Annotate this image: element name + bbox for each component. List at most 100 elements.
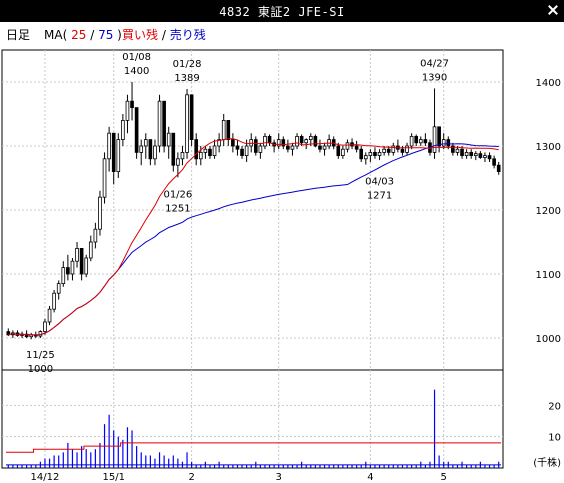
candle-body: [116, 139, 121, 172]
candle-body: [345, 142, 350, 150]
candle-body: [469, 151, 474, 156]
candle-body: [98, 196, 102, 230]
candle-body: [221, 120, 226, 141]
ma-legend: MA( 25 / 75 ): [44, 28, 122, 42]
candle-body: [157, 100, 162, 147]
ma-suffix: ): [117, 28, 122, 42]
volume-series: [7, 389, 500, 468]
candle-body: [409, 136, 414, 147]
candle-body: [240, 148, 244, 156]
candle-body: [276, 139, 281, 147]
candle-body: [125, 100, 130, 121]
price-tick-label: 1300: [536, 142, 561, 153]
volume-unit-label: (千株): [533, 456, 561, 469]
close-icon[interactable]: [548, 5, 558, 15]
annotation-date: 04/03: [365, 177, 394, 188]
candle-body: [208, 148, 212, 156]
annotation-date: 01/26: [163, 189, 192, 200]
candle-body: [432, 126, 437, 153]
candle-body: [88, 241, 93, 259]
candle-body: [166, 132, 171, 147]
annotation-price: 1400: [124, 66, 149, 77]
ma-short-line: [8, 138, 499, 336]
candle-body: [405, 145, 409, 153]
candle-body: [198, 151, 203, 160]
candle-body: [143, 139, 148, 147]
candle-body: [483, 155, 487, 158]
candle-body: [75, 247, 79, 262]
annotation-date: 04/27: [420, 58, 449, 69]
price-tick-label: 1400: [536, 78, 561, 89]
candle-body: [61, 267, 66, 285]
candle-body: [290, 145, 295, 150]
candle-body: [84, 257, 89, 275]
candle-body: [437, 126, 441, 147]
plot-border: [1, 49, 504, 469]
price-annotations: 11/25 1000 01/08 1400 01/28 1389 01/26 1251 04/0…: [26, 52, 449, 375]
candle-body: [478, 153, 483, 158]
candle-body: [373, 151, 377, 156]
candle-body: [441, 139, 446, 147]
candle-body: [377, 151, 382, 156]
candle-body: [203, 148, 208, 153]
candle-body: [263, 136, 267, 147]
candle-body: [253, 139, 258, 153]
price-tick-label: 1200: [536, 206, 561, 217]
candle-body: [258, 145, 263, 153]
credit-buy-line: [6, 442, 501, 453]
annotation-price: 1389: [174, 73, 199, 84]
candle-body: [217, 139, 221, 147]
candle-body: [226, 120, 231, 141]
candle-body: [162, 100, 166, 147]
volume-grid: [2, 404, 503, 438]
candle-body: [451, 145, 455, 153]
chart-frame: [1, 49, 504, 469]
candle-body: [386, 148, 391, 153]
candle-body: [52, 292, 56, 310]
date-tick-label: 14/12: [31, 472, 60, 483]
candle-body: [446, 139, 451, 147]
candle-body: [354, 145, 359, 150]
candle-body: [24, 333, 29, 338]
candle-body: [304, 139, 309, 144]
candle-body: [455, 148, 460, 153]
stock-chart: 11/25 1000 01/08 1400 01/28 1389 01/26 1251 04/0…: [1, 27, 561, 483]
annotation-date: 01/08: [122, 52, 151, 63]
candle-body: [341, 148, 345, 156]
credit-legend: 買い残 / 売り残: [122, 27, 206, 42]
candle-body: [414, 136, 419, 144]
candle-body: [460, 148, 464, 156]
period-label: 日足: [6, 28, 30, 42]
candle-body: [194, 139, 199, 160]
date-tick-label: 5: [441, 472, 447, 483]
annotation-price: 1251: [165, 203, 190, 214]
annotation-date: 11/25: [26, 350, 55, 361]
ma-long-label: 75: [98, 28, 113, 42]
annotation-date: 01/28: [173, 59, 202, 70]
annotation-price: 1000: [28, 364, 53, 375]
candle-body: [318, 145, 322, 150]
window-title: 4832 東証2 JFE-SI: [219, 5, 345, 19]
credit-separator: /: [162, 28, 167, 42]
candle-body: [267, 136, 272, 144]
candle-body: [235, 145, 240, 150]
ma-separator: /: [90, 28, 95, 42]
candle-body: [313, 136, 318, 147]
ma-prefix: MA(: [44, 28, 67, 42]
candle-body: [299, 136, 304, 144]
candle-body: [180, 151, 185, 160]
sell-balance-label: 売り残: [170, 27, 206, 42]
candle-body: [308, 136, 313, 141]
candle-body: [56, 283, 61, 294]
candle-body: [79, 247, 84, 275]
candle-body: [212, 145, 217, 156]
annotation-price: 1390: [422, 72, 447, 83]
candle-body: [171, 132, 176, 166]
candle-body: [496, 164, 501, 172]
legend: 日足 MA( 25 / 75 ) 買い残 / 売り残: [6, 27, 206, 42]
moving-averages: [8, 138, 499, 336]
volume-tick-label: 20: [548, 401, 561, 412]
candle-body: [464, 151, 469, 156]
date-tick-label: 3: [276, 472, 282, 483]
candle-body: [130, 100, 134, 108]
